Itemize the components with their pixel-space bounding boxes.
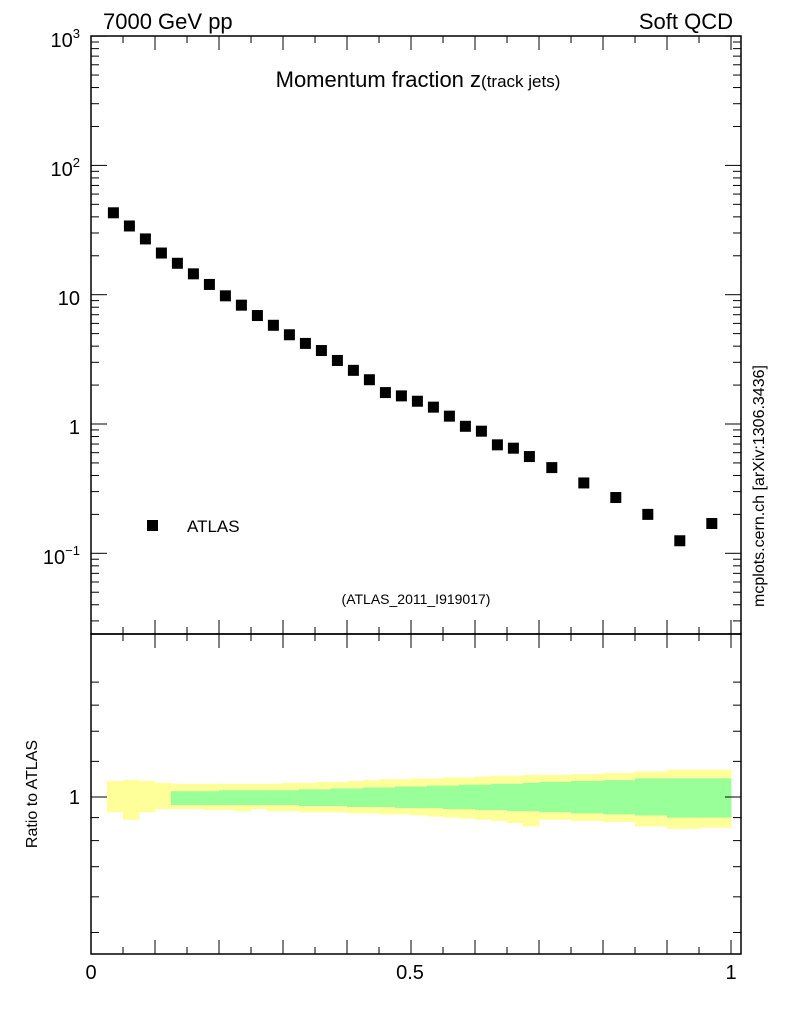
ratio-inner-band-bin <box>315 789 332 806</box>
main-y-tick-labels: 103 102 10 1 10−1 <box>43 26 80 569</box>
analysis-tag: (ATLAS_2011_I919017) <box>342 591 491 607</box>
ratio-inner-band-bin <box>299 789 316 806</box>
main-axis-ticks <box>90 35 741 634</box>
x-tick-label-1: 1 <box>725 962 736 984</box>
main-title-text: Momentum fraction z <box>276 67 481 92</box>
ratio-inner-band-bin <box>363 787 380 808</box>
data-point-atlas <box>299 337 311 349</box>
ratio-inner-band-bin <box>443 785 460 810</box>
data-point-atlas <box>107 207 119 219</box>
y-tick-label-1e2: 102 <box>51 155 80 181</box>
ratio-bands <box>107 769 732 829</box>
main-title-subscript: (track jets) <box>481 72 560 91</box>
header-left-label: 7000 GeV pp <box>103 9 233 34</box>
ratio-inner-band-bin <box>571 781 604 814</box>
ratio-outer-band-bin <box>107 781 124 813</box>
data-point-atlas <box>331 354 343 366</box>
y-tick-label-1e3: 103 <box>51 26 80 52</box>
data-point-atlas <box>674 535 686 547</box>
ratio-inner-band-bin <box>219 790 236 805</box>
data-point-atlas <box>267 319 279 331</box>
ratio-inner-band-bin <box>459 784 476 810</box>
x-tick-label-0: 0 <box>85 962 96 984</box>
data-point-atlas <box>155 247 167 259</box>
data-point-atlas <box>219 290 231 302</box>
ratio-plot-frame <box>90 633 742 955</box>
ratio-inner-band-bin <box>523 782 540 812</box>
ratio-inner-band-bin <box>283 790 300 805</box>
ratio-y-tick-label-1: 1 <box>69 787 80 809</box>
y-tick-label-10: 10 <box>58 288 80 310</box>
ratio-inner-band-bin <box>379 787 396 808</box>
data-point-atlas <box>411 395 423 407</box>
ratio-outer-band-bin <box>155 782 172 810</box>
legend-label: ATLAS <box>187 517 240 536</box>
header-right-label: Soft QCD <box>639 9 733 34</box>
data-point-atlas <box>187 268 199 280</box>
data-point-atlas <box>706 518 718 530</box>
data-point-atlas <box>427 401 439 413</box>
ratio-inner-band-bin <box>251 790 268 805</box>
data-point-atlas <box>523 451 535 463</box>
ratio-axis-ticks <box>90 634 741 954</box>
ratio-inner-band-bin <box>267 790 284 805</box>
ratio-y-axis-label: Ratio to ATLAS <box>24 740 41 848</box>
data-point-atlas <box>315 345 327 357</box>
ratio-inner-band-bin <box>331 788 348 806</box>
ratio-inner-band-bin <box>475 784 492 811</box>
ratio-outer-band-bin <box>139 781 156 813</box>
data-point-atlas <box>203 278 215 290</box>
data-point-atlas <box>171 257 183 269</box>
side-source-label: mcplots.cern.ch [arXiv:1306.3436] <box>751 365 768 607</box>
legend-marker <box>147 520 158 531</box>
data-point-atlas <box>251 310 263 322</box>
data-point-atlas <box>379 387 391 399</box>
data-point-atlas <box>642 508 654 520</box>
data-point-atlas <box>395 390 407 402</box>
ratio-inner-band-bin <box>699 778 732 818</box>
data-point-atlas <box>459 420 471 432</box>
data-point-atlas <box>139 233 151 245</box>
ratio-inner-band-bin <box>235 790 252 805</box>
ratio-inner-band-bin <box>187 791 204 805</box>
ratio-inner-band-bin <box>395 786 412 809</box>
data-point-atlas <box>347 364 359 376</box>
ratio-inner-band-bin <box>667 778 700 818</box>
x-tick-label-0.5: 0.5 <box>396 962 424 984</box>
y-tick-label-1e-1: 10−1 <box>43 543 80 569</box>
y-tick-label-1: 1 <box>69 417 80 439</box>
ratio-inner-band-bin <box>603 780 636 815</box>
data-point-atlas <box>610 492 622 504</box>
data-point-atlas <box>235 299 247 311</box>
ratio-inner-band-bin <box>411 786 428 809</box>
ratio-inner-band-bin <box>539 781 572 813</box>
data-point-atlas <box>507 442 519 454</box>
ratio-inner-band-bin <box>171 791 188 805</box>
data-point-atlas <box>283 329 295 341</box>
ratio-inner-band-bin <box>347 788 364 808</box>
ratio-inner-band-bin <box>507 783 524 812</box>
data-point-atlas <box>363 374 375 386</box>
main-title: Momentum fraction z(track jets) <box>276 67 561 92</box>
ratio-inner-band-bin <box>203 791 220 805</box>
ratio-inner-band-bin <box>635 778 668 816</box>
ratio-inner-band-bin <box>427 785 444 809</box>
data-point-atlas <box>578 477 590 489</box>
ratio-outer-band-bin <box>123 780 140 820</box>
data-point-atlas <box>546 462 558 474</box>
ratio-inner-band-bin <box>491 783 508 811</box>
data-point-atlas <box>123 220 135 232</box>
data-point-atlas <box>491 439 503 451</box>
main-plot-frame <box>90 35 742 635</box>
data-point-atlas <box>475 425 487 437</box>
data-point-atlas <box>443 410 455 422</box>
main-data-points <box>107 207 718 547</box>
